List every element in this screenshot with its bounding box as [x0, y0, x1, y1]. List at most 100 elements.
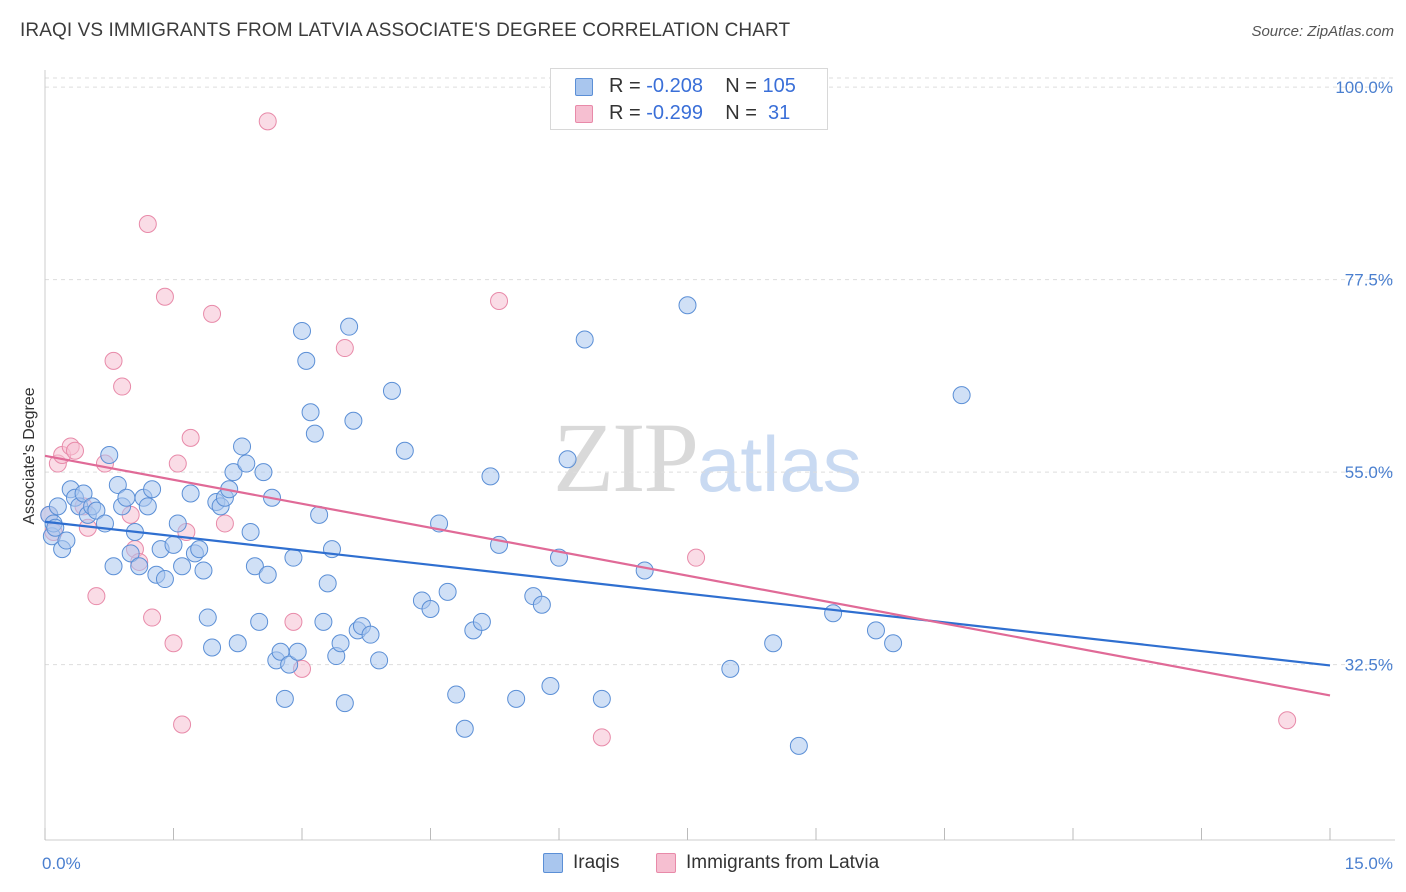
iraqis-trend-line — [44, 520, 1331, 667]
iraqis-point — [382, 381, 401, 400]
latvia-point — [173, 715, 192, 734]
iraqis-point — [340, 317, 359, 336]
iraqis-point — [164, 535, 183, 554]
iraqis-point — [824, 604, 843, 623]
iraqis-point — [331, 634, 350, 653]
iraqis-point — [280, 655, 299, 674]
iraqis-point — [250, 612, 269, 631]
iraqis-point — [575, 330, 594, 349]
latvia-point — [215, 514, 234, 533]
latvia-point — [1278, 711, 1297, 730]
bottom-legend-latvia: Immigrants from Latvia — [656, 852, 916, 876]
iraqis-point — [532, 595, 551, 614]
latvia-point — [155, 287, 174, 306]
iraqis-point — [866, 621, 885, 640]
iraqis-point — [507, 689, 526, 708]
iraqis-point — [228, 634, 247, 653]
latvia-point — [113, 377, 132, 396]
latvia-point — [168, 454, 187, 473]
iraqis-point — [764, 634, 783, 653]
iraqis-point — [318, 574, 337, 593]
legend-n-value: 105 — [762, 75, 796, 97]
iraqis-point — [314, 612, 333, 631]
iraqis-point — [678, 296, 697, 315]
legend-r-value: -0.208 — [646, 75, 703, 97]
iraqis-point — [121, 544, 140, 563]
latvia-point — [143, 608, 162, 627]
iraqis-point — [370, 651, 389, 670]
iraqis-point — [361, 625, 380, 644]
iraqis-point — [87, 501, 106, 520]
iraqis-point — [421, 600, 440, 618]
latvia-point — [203, 304, 222, 323]
iraqis-point — [143, 480, 162, 499]
iraqis-point — [635, 561, 654, 580]
tick-labels: 32.5% 55.0% 77.5% 100.0% 0.0% 15.0% — [42, 78, 1393, 873]
iraqis-point — [447, 685, 466, 704]
iraqis-point — [241, 523, 260, 541]
latvia-trend-line — [44, 454, 1331, 697]
x-tick-label: 15.0% — [1345, 854, 1393, 873]
iraqis-point — [74, 484, 93, 503]
x-tick-label: 0.0% — [42, 854, 81, 873]
y-tick-label: 55.0% — [1345, 463, 1393, 482]
iraqis-point — [155, 570, 174, 589]
iraqis-point — [168, 514, 187, 533]
latvia-point — [687, 548, 706, 567]
iraqis-point — [344, 411, 363, 430]
latvia-point — [284, 612, 303, 631]
iraqis-point — [57, 531, 76, 550]
iraqis-point — [245, 557, 264, 576]
watermark-atlas: atlas — [697, 420, 862, 508]
iraqis-point — [194, 561, 213, 580]
stats-legend: R = -0.208 N = 105 R = -0.299 N = 31 — [550, 68, 828, 130]
y-tick-label: 77.5% — [1345, 271, 1393, 290]
iraqis-point — [455, 719, 474, 738]
iraqis-point — [558, 450, 577, 469]
watermark-zip: ZIP — [553, 402, 699, 513]
watermark: ZIPatlas — [553, 400, 862, 515]
legend-n-label: N = — [725, 102, 757, 124]
iraqis-point — [335, 694, 354, 713]
latvia-point — [335, 339, 354, 358]
latvia-point — [65, 441, 84, 460]
y-tick-label: 32.5% — [1345, 656, 1393, 675]
iraqis-points — [40, 296, 971, 755]
legend-r-value: -0.299 — [646, 102, 703, 124]
latvia-point — [490, 292, 509, 310]
latvia-point — [258, 112, 277, 131]
iraqis-point — [108, 475, 127, 494]
iraqis-point — [952, 386, 971, 405]
latvia-point — [592, 728, 611, 747]
iraqis-point — [181, 484, 200, 503]
iraqis-swatch — [575, 78, 593, 96]
iraqis-point — [293, 321, 311, 340]
latvia-point — [164, 634, 183, 653]
iraqis-point — [117, 488, 136, 507]
iraqis-point — [789, 736, 808, 755]
iraqis-point — [254, 463, 273, 482]
iraqis-point — [721, 659, 740, 678]
iraqis-point — [258, 565, 277, 584]
iraqis-point — [305, 424, 324, 443]
latvia-points — [40, 112, 1297, 747]
legend-n-label: N = — [725, 75, 757, 97]
latvia-point — [181, 428, 200, 447]
y-tick-label: 100.0% — [1335, 78, 1393, 97]
axes — [44, 70, 1395, 841]
iraqis-point — [884, 634, 903, 653]
chart-title: IRAQI VS IMMIGRANTS FROM LATVIA ASSOCIAT… — [20, 20, 791, 41]
iraqis-point — [438, 582, 457, 601]
iraqis-point — [288, 642, 307, 661]
iraqis-point — [100, 446, 119, 464]
source-attribution: Source: ZipAtlas.com — [1251, 23, 1394, 40]
legend-r-label: R = — [609, 102, 641, 124]
trend-lines — [44, 454, 1331, 697]
iraqis-point — [472, 612, 491, 631]
bottom-legend-iraqis: Iraqis — [543, 852, 653, 876]
iraqis-point — [541, 677, 560, 695]
iraqis-point — [301, 403, 320, 422]
iraqis-point — [173, 557, 192, 576]
iraqis-point — [275, 689, 294, 708]
